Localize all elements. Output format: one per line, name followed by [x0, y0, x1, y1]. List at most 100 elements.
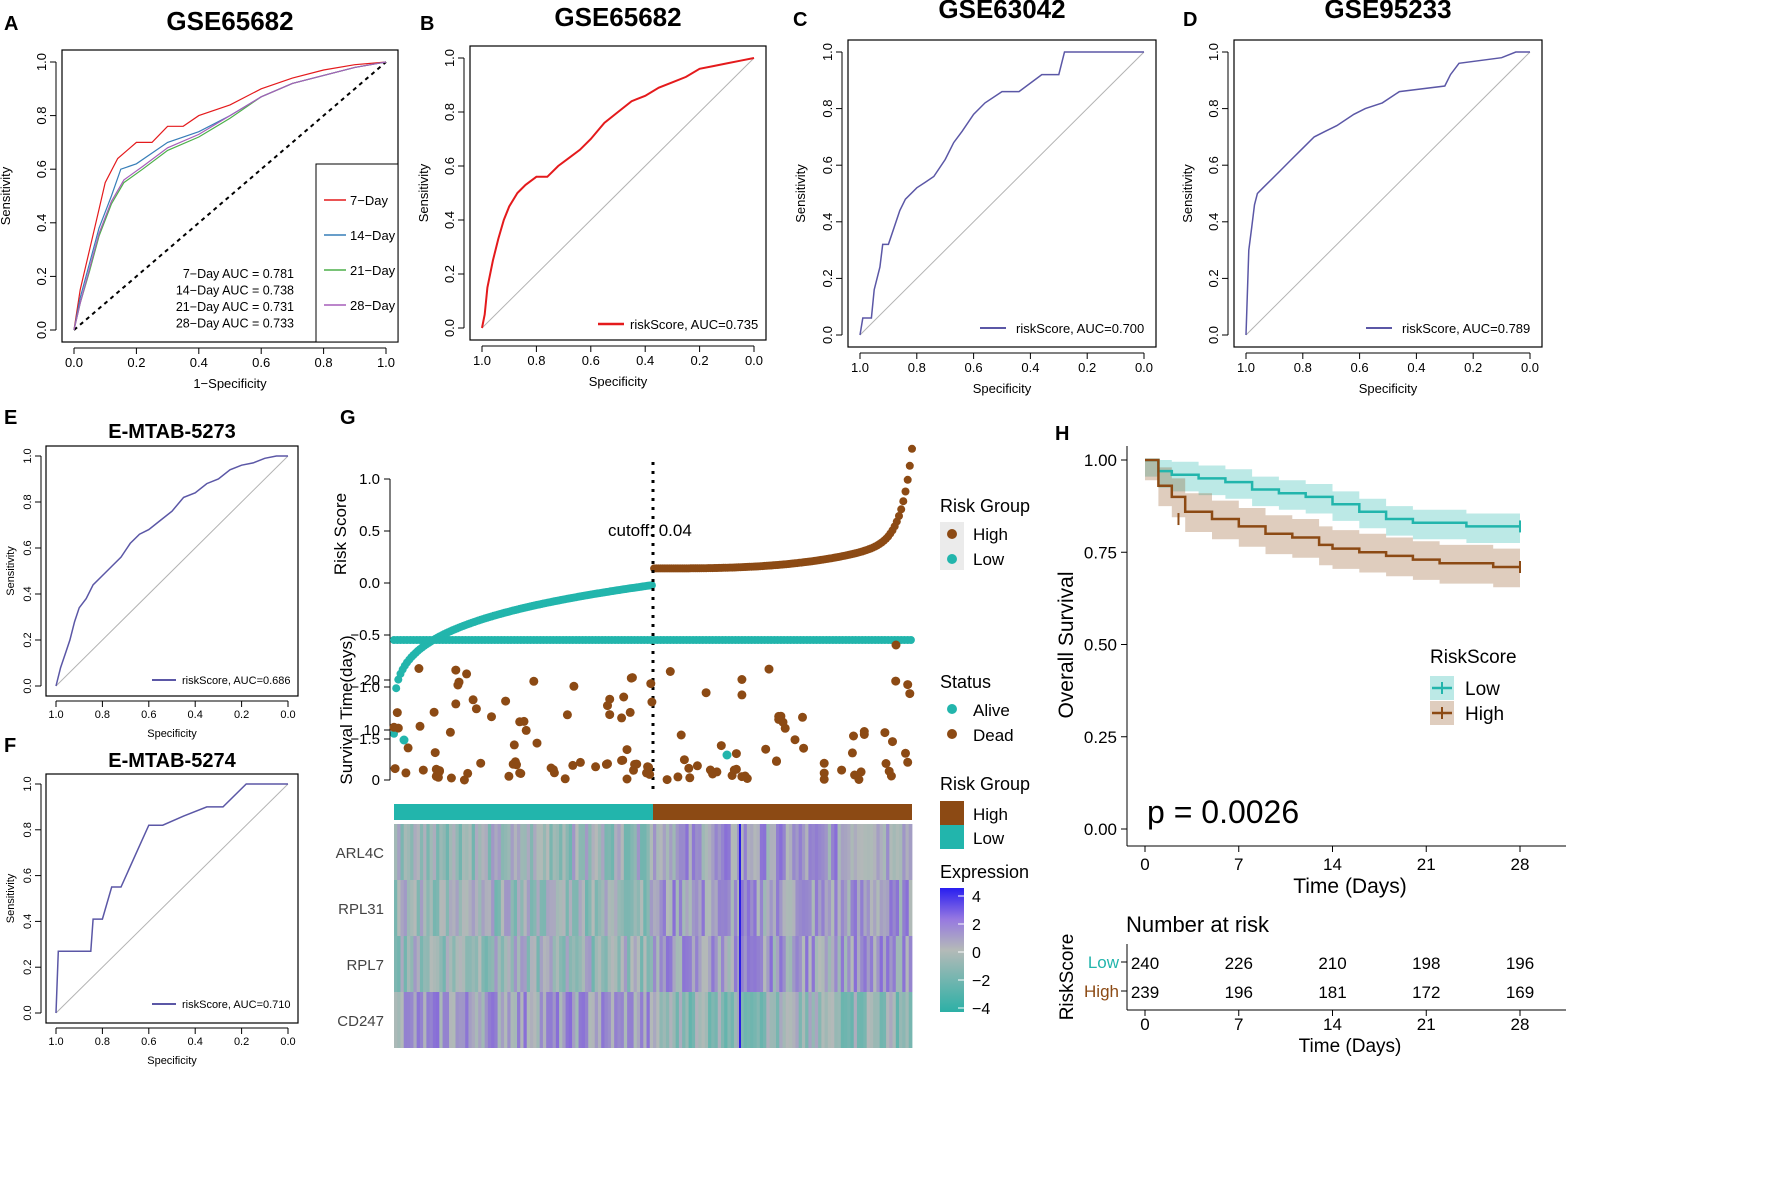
heatmap-cell	[539, 824, 544, 880]
dead-point	[415, 721, 425, 731]
heatmap-cell	[458, 880, 463, 936]
dead-point	[780, 723, 790, 733]
heatmap-cell	[578, 936, 583, 992]
y-tick-label: 0.4	[820, 213, 835, 231]
dead-point	[487, 712, 496, 722]
heatmap-cell	[834, 992, 838, 1048]
heatmap-cell	[840, 992, 845, 1048]
heatmap-cell	[691, 824, 696, 880]
heatmap-cell	[730, 880, 735, 936]
heatmap-cell	[458, 824, 463, 880]
panel-title: GSE63042	[938, 0, 1065, 24]
roc-curve-1	[55, 783, 288, 1014]
heatmap-cell	[465, 824, 469, 880]
heatmap-cell	[837, 824, 842, 880]
heatmap-cell	[688, 936, 693, 992]
heatmap-cell	[860, 992, 864, 1048]
dead-point	[837, 765, 847, 775]
heatmap-cell	[811, 936, 816, 992]
heatmap-cell	[844, 992, 848, 1048]
heatmap-cell	[776, 880, 780, 936]
heatmap-cell	[860, 936, 864, 992]
heatmap-cell	[491, 824, 495, 880]
dead-point	[662, 775, 672, 785]
heatmap-cell	[426, 824, 431, 880]
heatmap-cell	[504, 936, 508, 992]
heatmap-cell	[844, 824, 848, 880]
heatmap-cell	[678, 992, 683, 1048]
heatmap-cell	[565, 824, 570, 880]
heatmap-cell	[662, 880, 667, 936]
heatmap-cell	[772, 992, 777, 1048]
heatmap-cell	[572, 936, 576, 992]
heatmap-cell	[701, 992, 706, 1048]
heatmap-cell	[442, 936, 447, 992]
heatmap-cell	[517, 936, 521, 992]
heatmap-cell	[743, 880, 748, 936]
x-axis-label: Specificity	[589, 374, 648, 389]
legend-label: 21−Day	[350, 263, 396, 278]
heatmap-cell	[597, 880, 602, 936]
x-tick-label: 0.4	[636, 353, 654, 368]
legend-label: riskScore, AUC=0.710	[182, 999, 291, 1011]
survival-curve-high	[1145, 458, 1520, 569]
heatmap-cell	[546, 936, 550, 992]
heatmap-cell	[633, 880, 638, 936]
y-tick-label: −1.0	[350, 679, 380, 696]
alive-point	[722, 750, 732, 760]
heatmap-cell	[814, 880, 819, 936]
heatmap-cell	[394, 936, 398, 992]
heatmap-cell	[610, 880, 615, 936]
y-tick-label: 0.4	[1206, 213, 1221, 231]
heatmap-cell	[432, 880, 437, 936]
y-tick-label: 0.6	[442, 157, 457, 175]
y-axis-label: Sensitivity	[1180, 164, 1195, 223]
reference-diagonal	[1245, 51, 1531, 336]
risk-count-low: 240	[1131, 954, 1159, 973]
heatmap-cell	[769, 824, 774, 880]
heatmap-cell	[701, 824, 706, 880]
heatmap-cell	[445, 992, 450, 1048]
heatmap-cell	[397, 936, 401, 992]
heatmap-cell	[416, 880, 421, 936]
x-tick-label: 0.6	[252, 355, 270, 370]
heatmap-cell	[607, 824, 612, 880]
heatmap-cell	[782, 824, 787, 880]
dead-point	[532, 738, 542, 748]
dead-point	[772, 756, 781, 766]
dead-point	[708, 769, 718, 779]
heatmap-cell	[426, 936, 431, 992]
heatmap-cell	[533, 824, 537, 880]
heatmap-cell	[795, 936, 800, 992]
heatmap-cell	[449, 936, 453, 992]
panel-F: F E-MTAB-5274 1.0 0.0 0.8 0.2 0.6 0.4 0.4 0.6 0.2 0…	[4, 735, 299, 1067]
dead-point	[403, 743, 413, 753]
heatmap-cell	[785, 936, 790, 992]
heatmap-cell	[691, 992, 696, 1048]
dead-point	[761, 744, 771, 754]
heatmap-cell	[507, 880, 511, 936]
dead-point	[716, 741, 726, 751]
heatmap-cell	[452, 936, 456, 992]
y-tick-label: 0	[372, 772, 380, 789]
heatmap-cell	[487, 936, 492, 992]
heatmap-cell	[827, 824, 832, 880]
heatmap-cell	[487, 824, 492, 880]
x-tick-label: 0.6	[582, 353, 600, 368]
heatmap-cell	[808, 824, 813, 880]
heatmap-cell	[695, 824, 699, 880]
heatmap-cell	[491, 992, 495, 1048]
heatmap-cell	[905, 824, 910, 880]
heatmap-cell	[439, 824, 443, 880]
heatmap-cell	[526, 880, 531, 936]
heatmap-cell	[730, 936, 735, 992]
heatmap-cell	[487, 880, 492, 936]
heatmap-cell	[798, 936, 803, 992]
y-tick-label: 0.0	[820, 326, 835, 344]
heatmap-cell	[795, 992, 800, 1048]
heatmap-cell	[844, 936, 848, 992]
heatmap-cell	[746, 880, 751, 936]
heatmap-cell	[733, 992, 738, 1048]
heatmap-cell	[633, 992, 638, 1048]
heatmap-cell	[494, 992, 498, 1048]
